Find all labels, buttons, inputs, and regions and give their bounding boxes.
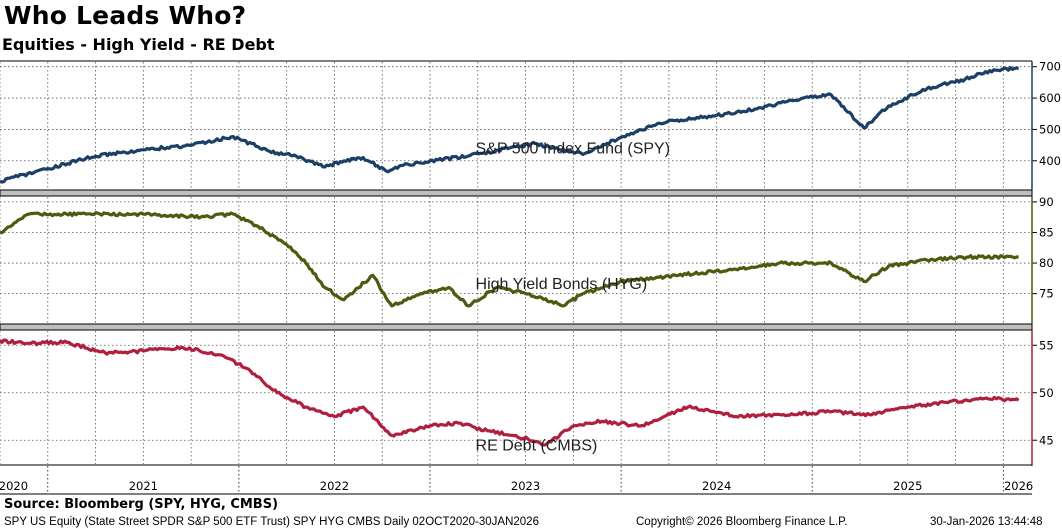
panel-divider-2 xyxy=(0,323,1033,331)
footer-description: SPY US Equity (State Street SPDR S&P 500… xyxy=(4,516,539,528)
series-lines xyxy=(0,66,1020,447)
y-tick-label: 500 xyxy=(1039,122,1061,136)
y-axes: 400 500 600 700 75 80 85 90 45 50 55 xyxy=(1031,60,1061,464)
x-year-label: 2021 xyxy=(129,479,158,493)
series-label-bottom: RE Debt (CMBS) xyxy=(476,438,598,455)
y-tick-label: 600 xyxy=(1039,91,1061,105)
series-line-bottom xyxy=(0,338,1020,447)
series-label-middle: High Yield Bonds (HYG) xyxy=(476,276,648,293)
y-tick-label: 55 xyxy=(1039,338,1054,352)
x-year-label: 2020 xyxy=(0,479,28,493)
source-note: Source: Bloomberg (SPY, HYG, CMBS) xyxy=(4,497,279,512)
y-tick-label: 400 xyxy=(1039,154,1061,168)
series-line-middle xyxy=(0,211,1019,308)
chart-title: Who Leads Who? xyxy=(4,1,247,30)
y-tick-label: 45 xyxy=(1039,433,1054,447)
series-labels: S&P 500 Index Fund (SPY) High Yield Bonds… xyxy=(476,140,670,454)
gridlines xyxy=(0,62,1032,464)
chart-subtitle: Equities - High Yield - RE Debt xyxy=(2,35,275,54)
x-year-label: 2024 xyxy=(702,479,731,493)
x-year-label: 2023 xyxy=(511,479,540,493)
x-year-label: 2022 xyxy=(320,479,349,493)
x-year-label: 2025 xyxy=(893,479,922,493)
y-tick-label: 90 xyxy=(1039,195,1054,209)
y-tick-label: 50 xyxy=(1039,386,1054,400)
series-label-top: S&P 500 Index Fund (SPY) xyxy=(476,140,670,157)
y-tick-label: 80 xyxy=(1039,256,1054,270)
y-tick-label: 700 xyxy=(1039,60,1061,74)
footer-copyright: Copyright© 2026 Bloomberg Finance L.P. xyxy=(636,516,848,528)
x-axis: 2020 2021 2022 2023 2024 2025 2026 xyxy=(0,466,1033,494)
y-tick-label: 75 xyxy=(1039,287,1054,301)
panel-divider-1 xyxy=(0,189,1033,197)
series-line-top xyxy=(0,66,1019,184)
x-year-label: 2026 xyxy=(1004,479,1033,493)
footer-timestamp: 30-Jan-2026 13:44:48 xyxy=(930,516,1043,528)
y-tick-label: 85 xyxy=(1039,225,1054,239)
